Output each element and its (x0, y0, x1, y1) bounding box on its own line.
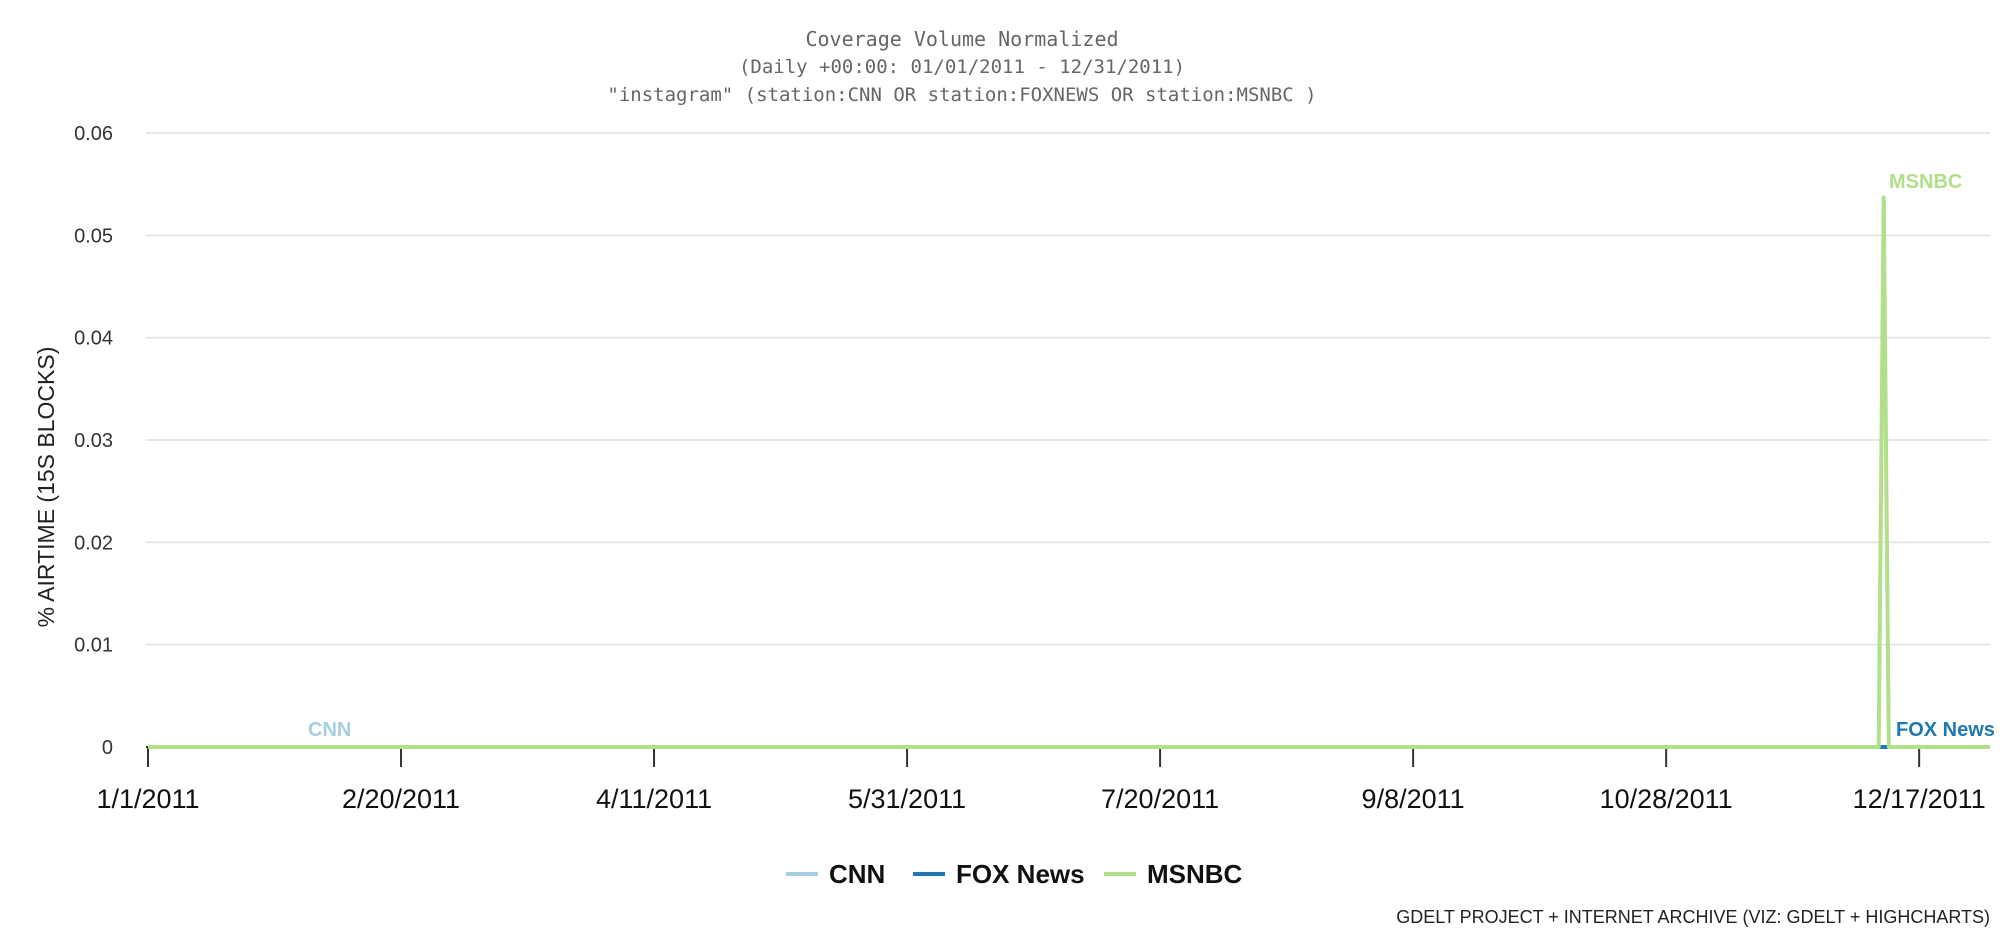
chart-credits[interactable]: GDELT PROJECT + INTERNET ARCHIVE (VIZ: G… (1396, 907, 1990, 927)
y-tick-label: 0.02 (74, 532, 113, 554)
chart-subtitle-date-range: (Daily +00:00: 01/01/2011 - 12/31/2011) (739, 56, 1185, 78)
legend-label-msnbc: MSNBC (1147, 859, 1243, 889)
x-tick-label: 12/17/2011 (1853, 784, 1986, 814)
y-tick-label: 0.01 (74, 635, 113, 657)
chart-title-group: Coverage Volume Normalized (Daily +00:00… (607, 27, 1316, 106)
series-end-labels: CNN FOX News MSNBC (308, 171, 1995, 741)
y-tick-label: 0.05 (74, 225, 113, 247)
x-tick-label: 7/20/2011 (1101, 784, 1219, 814)
x-tick-label: 5/31/2011 (848, 784, 966, 814)
y-axis-ticks: 0 0.01 0.02 0.03 0.04 0.05 0.06 (74, 123, 113, 759)
y-tick-label: 0.06 (74, 123, 113, 145)
x-axis: 1/1/2011 2/20/2011 4/11/2011 5/31/2011 7/20/… (96, 746, 1990, 814)
y-tick-label: 0.04 (74, 328, 113, 350)
legend-label-cnn: CNN (829, 859, 885, 889)
series-lines (148, 195, 1990, 749)
y-tick-label: 0.03 (74, 430, 113, 452)
legend-item-msnbc[interactable]: MSNBC (1104, 859, 1243, 889)
chart-title: Coverage Volume Normalized (805, 27, 1118, 51)
series-label-cnn: CNN (308, 719, 351, 741)
gridlines (146, 132, 1990, 646)
chart-subtitle-query: "instagram" (station:CNN OR station:FOXN… (607, 84, 1316, 106)
series-line-msnbc[interactable] (148, 195, 1990, 749)
y-axis-label: % AIRTIME (15S BLOCKS) (33, 347, 59, 628)
legend-item-fox-news[interactable]: FOX News (913, 859, 1085, 889)
y-tick-label: 0 (102, 737, 113, 759)
legend-label-fox-news: FOX News (956, 859, 1085, 889)
x-tick-label: 2/20/2011 (342, 784, 460, 814)
series-label-fox-news: FOX News (1896, 719, 1995, 741)
x-tick-label: 10/28/2011 (1600, 784, 1733, 814)
x-tick-label: 4/11/2011 (596, 784, 712, 814)
x-tick-label: 9/8/2011 (1362, 784, 1465, 814)
legend-item-cnn[interactable]: CNN (786, 859, 885, 889)
x-tick-label: 1/1/2011 (96, 784, 199, 814)
series-label-msnbc: MSNBC (1889, 171, 1962, 193)
legend[interactable]: CNN FOX News MSNBC (786, 859, 1243, 889)
